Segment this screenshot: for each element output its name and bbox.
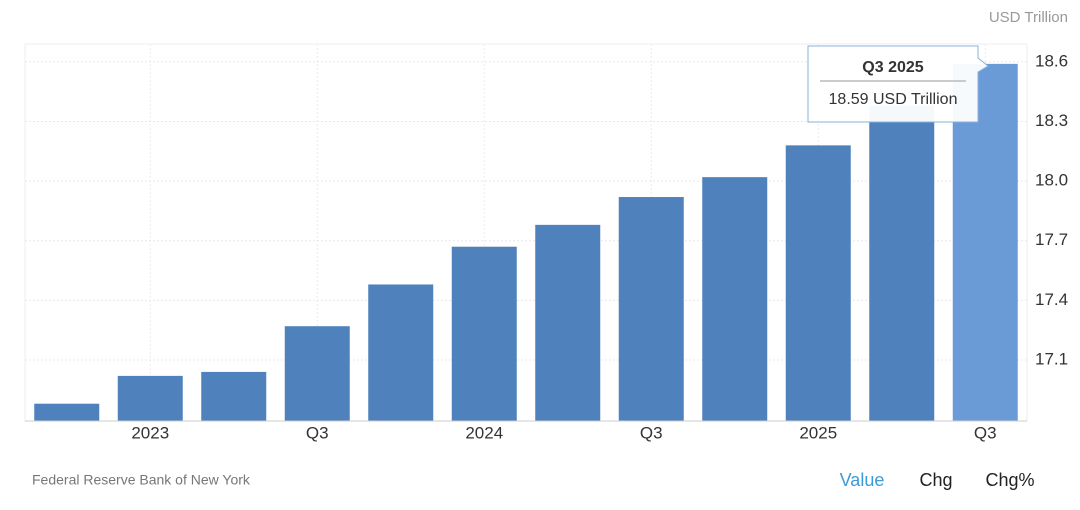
source: Federal Reserve Bank of New York [32, 472, 251, 488]
bar [368, 284, 434, 421]
button[interactable]: Value [840, 470, 885, 490]
bar [869, 105, 935, 422]
y-tick-label: 17.7 [1035, 230, 1068, 249]
y-tick-label: 18.0 [1035, 171, 1068, 190]
marks: 17.1 17.4 17.7 18.0 18.3 18.6 2023 Q3 2024 Q3 2025… [25, 44, 1068, 442]
bar [785, 145, 851, 421]
bar [284, 326, 350, 421]
x-tick-label: Q3 [306, 423, 329, 442]
bar [618, 197, 684, 421]
bar [451, 246, 517, 421]
tooltip: Q3 2025 18.59 USD Trillion [807, 45, 989, 123]
bar [702, 177, 768, 421]
tooltip-text: 18.59 USD Trillion [829, 91, 958, 108]
bar [34, 403, 100, 421]
bar [952, 63, 1018, 422]
x-tick-label: 2023 [131, 423, 169, 442]
bar [201, 371, 267, 421]
button[interactable]: Chg [919, 470, 952, 490]
y-tick-label: 17.4 [1035, 290, 1068, 309]
y-tick-label: 17.1 [1035, 349, 1068, 368]
x-tick-label: Q3 [640, 423, 663, 442]
y-tick-label: 18.6 [1035, 51, 1068, 70]
x-tick-label: 2025 [799, 423, 837, 442]
bar [117, 375, 183, 421]
button[interactable]: Chg% [985, 470, 1034, 490]
tooltip-box [807, 45, 989, 123]
bar [535, 224, 601, 421]
y-tick-label: 18.3 [1035, 111, 1068, 130]
tooltip-title: Q3 2025 [862, 59, 923, 76]
unit-label: USD Trillion [989, 9, 1068, 26]
x-tick-label: Q3 [974, 423, 997, 442]
x-tick-label: 2024 [465, 423, 503, 442]
